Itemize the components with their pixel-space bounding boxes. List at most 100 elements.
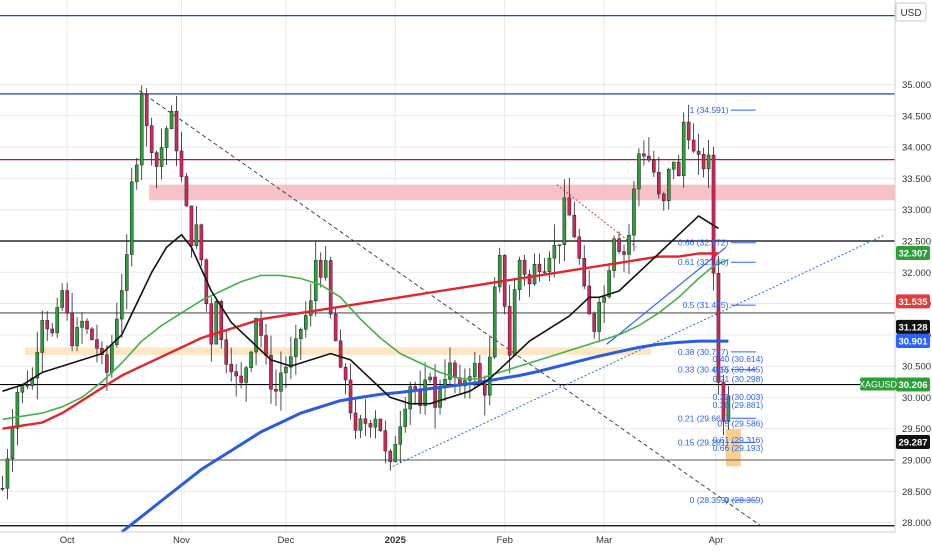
candle-body bbox=[711, 154, 716, 274]
candle-body bbox=[622, 251, 626, 255]
candle-body bbox=[617, 238, 621, 252]
sma50-line bbox=[2, 258, 729, 421]
fib-label: 0.33 (30.445) bbox=[678, 365, 729, 375]
fib-label: 0.66 (32.472) bbox=[678, 238, 729, 248]
candle-body bbox=[299, 329, 303, 339]
x-tick-label: Dec bbox=[277, 535, 294, 546]
support-line bbox=[606, 246, 727, 345]
candle-body bbox=[304, 315, 308, 330]
candle-body bbox=[75, 327, 79, 347]
candle-body bbox=[567, 197, 572, 216]
candle-body bbox=[110, 344, 114, 373]
fib-label: 0.61 (29.316) bbox=[713, 435, 764, 445]
candle-body bbox=[552, 245, 557, 259]
candle-body bbox=[353, 412, 358, 431]
fib-label: 0.15 (29.281) bbox=[678, 437, 729, 447]
symbol-label: XAGUSD bbox=[859, 380, 898, 390]
sma200-line bbox=[120, 339, 729, 534]
candle-body bbox=[209, 303, 214, 345]
candle-body bbox=[398, 426, 403, 445]
candle-body bbox=[632, 188, 636, 236]
candle-body bbox=[239, 375, 243, 383]
candle-body bbox=[328, 260, 333, 315]
candle-body bbox=[95, 339, 99, 349]
candle-body bbox=[602, 296, 606, 303]
candle-body bbox=[448, 362, 452, 380]
price-tags: 32.307 31.535 31.128 30.901 30.206 29.287 bbox=[896, 246, 930, 450]
candle-body bbox=[512, 289, 517, 356]
candle-body bbox=[308, 300, 313, 316]
y-tick-label: 34.500 bbox=[902, 111, 931, 122]
x-tick-label: Apr bbox=[709, 535, 724, 546]
candle-body bbox=[627, 234, 631, 255]
x-tick-label: Mar bbox=[596, 535, 612, 546]
candle-body bbox=[333, 313, 338, 342]
candle-body bbox=[5, 458, 10, 489]
candle-body bbox=[497, 255, 502, 288]
candle-body bbox=[612, 238, 616, 271]
candle-body bbox=[478, 363, 482, 384]
fib-label: 0.38 (30.727) bbox=[678, 347, 729, 357]
candle-body bbox=[433, 376, 437, 408]
candle-body bbox=[662, 193, 666, 202]
candle-body bbox=[149, 125, 154, 153]
candle-body bbox=[393, 444, 398, 463]
candle-body bbox=[15, 391, 20, 429]
candle-body bbox=[55, 307, 59, 334]
candle-body bbox=[70, 312, 74, 347]
candle-body bbox=[557, 244, 562, 246]
candle-body bbox=[542, 271, 547, 273]
y-tick-label: 29.500 bbox=[902, 424, 931, 435]
candle-body bbox=[507, 306, 512, 356]
price-tag bbox=[896, 435, 930, 450]
candle-body bbox=[139, 93, 144, 166]
x-tick-label: Feb bbox=[496, 535, 512, 546]
candle-body bbox=[284, 366, 288, 374]
x-tick-label: 2025 bbox=[385, 535, 407, 546]
candle-body bbox=[483, 383, 487, 396]
candle-body bbox=[199, 224, 204, 261]
candle-body bbox=[681, 121, 686, 177]
candle-body bbox=[671, 161, 676, 170]
price-tag-label: 30.206 bbox=[898, 380, 927, 391]
candle-body bbox=[676, 161, 681, 177]
candle-body bbox=[269, 355, 273, 390]
y-tick-label: 33.500 bbox=[902, 174, 931, 185]
candle-body bbox=[90, 328, 94, 340]
fib-label: 0.21 (30.298) bbox=[713, 374, 764, 384]
candle-body bbox=[174, 111, 179, 152]
candle-body bbox=[368, 423, 373, 428]
candle-body bbox=[164, 128, 169, 148]
candle-body bbox=[473, 363, 477, 377]
candle-body bbox=[691, 139, 696, 152]
fib-label: 0 (28.359) bbox=[690, 495, 729, 505]
fib-label: 0.5 (31.475) bbox=[683, 300, 729, 310]
candle-body bbox=[726, 395, 731, 422]
candle-body bbox=[517, 259, 522, 290]
y-tick-label: 33.000 bbox=[902, 205, 931, 216]
candle-body bbox=[214, 301, 219, 345]
price-tag-label: 30.901 bbox=[898, 337, 928, 348]
price-tag-label: 32.307 bbox=[898, 249, 927, 260]
candle-body bbox=[358, 418, 363, 431]
candle-body bbox=[572, 214, 577, 238]
candle-body bbox=[144, 93, 149, 126]
zone bbox=[725, 428, 741, 467]
y-tick-label: 28.000 bbox=[902, 518, 931, 529]
fib-label: 0.21 (29.667) bbox=[678, 413, 729, 423]
candle-body bbox=[194, 224, 199, 246]
downtrend-line bbox=[138, 90, 762, 527]
grid bbox=[0, 0, 895, 532]
candle-body bbox=[408, 386, 412, 410]
fib-label: 0.38 (29.881) bbox=[713, 400, 764, 410]
candle-body bbox=[696, 150, 701, 155]
candle-body bbox=[716, 272, 721, 383]
candle-body bbox=[343, 366, 348, 381]
candle-body bbox=[40, 320, 45, 353]
candle-body bbox=[0, 487, 5, 490]
y-tick-label: 30.000 bbox=[902, 393, 931, 404]
sma100-line bbox=[2, 252, 719, 430]
